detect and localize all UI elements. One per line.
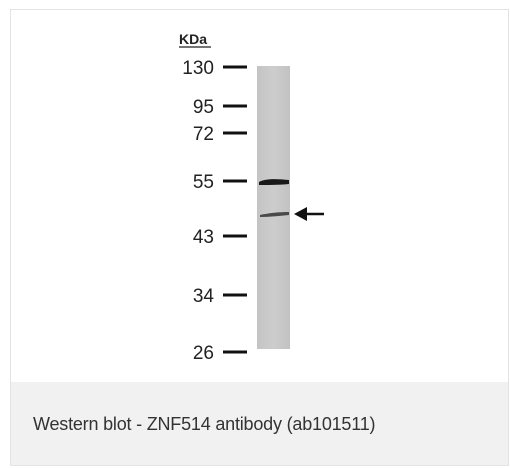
band-lower bbox=[260, 212, 289, 217]
figure-card: KDa 130 95 72 55 43 34 26 bbox=[10, 9, 509, 466]
western-blot-image: KDa 130 95 72 55 43 34 26 bbox=[11, 10, 508, 382]
caption-area: Western blot - ZNF514 antibody (ab101511… bbox=[11, 382, 508, 465]
unit-label: KDa bbox=[179, 31, 207, 47]
marker-label-95: 95 bbox=[193, 97, 214, 118]
marker-ticks bbox=[223, 65, 247, 354]
blot-lane bbox=[257, 66, 290, 349]
figure-caption: Western blot - ZNF514 antibody (ab101511… bbox=[33, 414, 376, 434]
arrow-icon bbox=[294, 207, 324, 221]
marker-label-55: 55 bbox=[193, 172, 214, 193]
marker-label-34: 34 bbox=[193, 286, 215, 307]
marker-label-72: 72 bbox=[193, 124, 214, 145]
band-upper bbox=[259, 179, 289, 185]
blot-svg: KDa 130 95 72 55 43 34 26 bbox=[179, 31, 324, 364]
marker-label-43: 43 bbox=[193, 227, 214, 248]
marker-label-130: 130 bbox=[182, 58, 214, 79]
marker-label-26: 26 bbox=[193, 343, 214, 364]
